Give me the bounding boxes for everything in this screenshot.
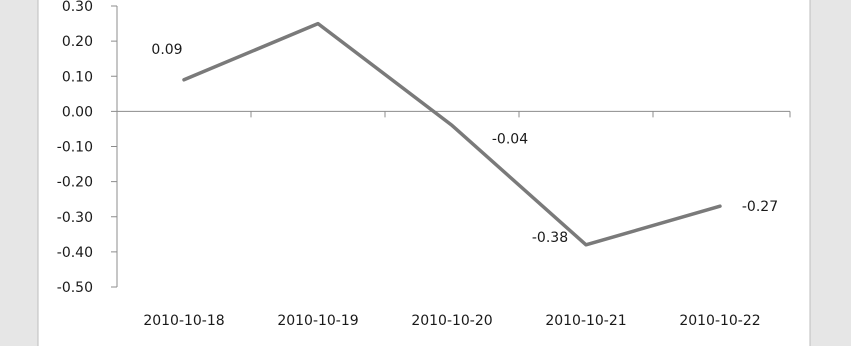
y-tick-label: 0.20 [62,34,93,50]
data-labels: 0.09 0.25 -0.04 -0.38 -0.27 [151,0,778,246]
series-line-group [182,21,722,247]
data-label: -0.04 [492,131,528,147]
y-tick-label: 0.30 [62,0,93,15]
data-label: -0.27 [742,199,778,215]
y-tick-label: -0.30 [57,210,93,226]
data-label: -0.38 [532,230,568,246]
data-label: 0.25 [302,0,333,3]
y-tick-label: 0.10 [62,69,93,85]
series-line [182,21,722,247]
y-tick-label: -0.10 [57,140,93,156]
chart-panel [37,0,811,346]
x-tick-label: 2010-10-20 [411,313,492,329]
y-axis: 0.30 0.20 0.10 0.00 -0.10 -0.20 -0.30 -0.40 -0.5… [57,0,118,296]
x-tick-label: 2010-10-19 [277,313,358,329]
y-tick-label: 0.00 [62,104,93,120]
y-tick-label: -0.20 [57,175,93,191]
data-label: 0.09 [151,42,182,58]
y-tick-label: -0.40 [57,245,93,261]
x-axis: 2010-10-18 2010-10-19 2010-10-20 2010-10-21… [116,110,791,329]
x-tick-label: 2010-10-21 [545,313,626,329]
y-tick-label: -0.50 [57,280,93,296]
x-tick-label: 2010-10-22 [679,313,760,329]
x-tick-label: 2010-10-18 [143,313,224,329]
